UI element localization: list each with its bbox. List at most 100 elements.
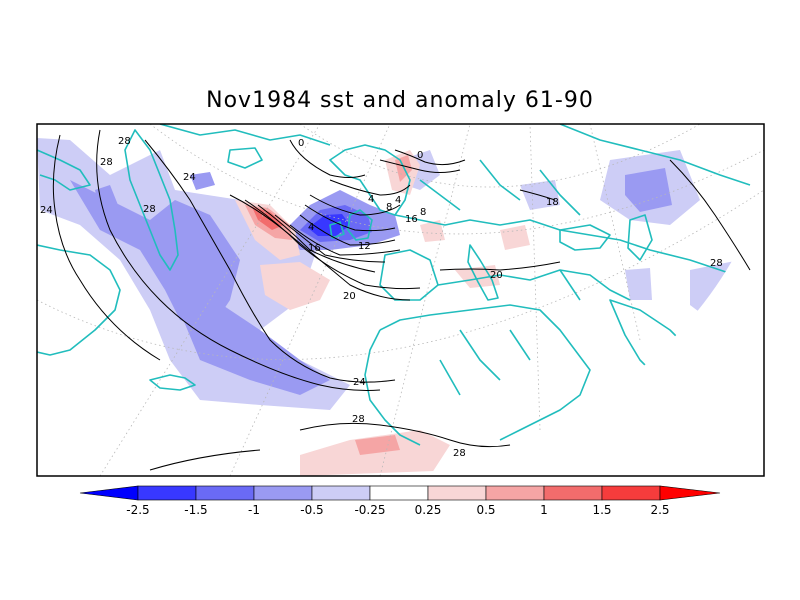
neg-anomaly-region [190, 172, 215, 190]
neg-anomaly-region [175, 300, 330, 395]
contour-label: 4 [308, 222, 314, 233]
contour-line [289, 139, 366, 178]
colorbar-segment [137, 485, 197, 501]
contour-label: 20 [343, 291, 356, 302]
colorbar-tick-label: -2.5 [126, 503, 149, 517]
coastline-canada-islands [37, 149, 91, 191]
colorbar: -2.5 -1.5 -1 -0.5 -0.25 0.25 0.5 1 1.5 2… [79, 485, 721, 517]
colorbar-tick-label: -0.25 [354, 503, 385, 517]
colorbar-tick-label: -1 [248, 503, 260, 517]
contour-line [149, 449, 261, 471]
colorbar-tick-label: -1.5 [184, 503, 207, 517]
contour-label: 4 [368, 194, 374, 205]
contour-label: 8 [386, 202, 392, 213]
coastline-italy [467, 244, 499, 301]
coastline-asia [559, 124, 751, 186]
pos-anomaly-region [355, 435, 400, 455]
contour-label: 24 [40, 205, 53, 216]
contour-line [299, 422, 511, 448]
graticule [37, 124, 764, 476]
contour-line [257, 204, 376, 273]
neg-anomaly-region [308, 214, 350, 236]
contour-label: 28 [118, 136, 131, 147]
coastline-british-isles [347, 209, 373, 241]
plot-frame [36, 123, 765, 477]
contour-line [244, 199, 421, 290]
coastline-borders [419, 159, 581, 396]
contour-label: 28 [352, 414, 365, 425]
contour-line [304, 204, 396, 232]
colorbar-segment [485, 485, 545, 501]
contour-label: 28 [100, 157, 113, 168]
contour-line [309, 194, 401, 216]
colorbar-tick-label: -0.5 [300, 503, 323, 517]
pos-anomaly-region [420, 220, 445, 242]
contour-line [289, 224, 401, 256]
neg-anomaly-region [95, 185, 118, 212]
coastline-scandinavia [329, 144, 411, 216]
contour-line [329, 179, 411, 196]
sst-contours [52, 129, 751, 471]
pos-anomaly-region [500, 225, 530, 250]
colorbar-tick-label: 0.25 [415, 503, 442, 517]
coastline-west-africa [364, 329, 421, 446]
contour-label: 0 [417, 150, 423, 161]
colorbar-segment [195, 485, 255, 501]
contour-line [519, 189, 556, 201]
coastline-caspian [627, 214, 653, 261]
contour-label: 12 [358, 241, 371, 252]
coastline-north-america [37, 244, 121, 356]
colorbar-high-arrow [659, 485, 721, 501]
contour-label: 28 [453, 448, 466, 459]
contour-line [52, 134, 161, 361]
contour-line [144, 139, 396, 383]
coastline-greenland [124, 129, 179, 271]
contour-label: 16 [405, 214, 418, 225]
colorbar-tick-label: 2.5 [650, 503, 669, 517]
pos-anomaly-region [260, 262, 330, 310]
contour-label: 20 [490, 270, 503, 281]
neg-anomaly-region [625, 268, 652, 300]
coastlines [37, 124, 751, 446]
contour-line [229, 194, 411, 301]
colorbar-low-arrow [79, 485, 139, 501]
contour-line [379, 159, 461, 173]
contour-label: 18 [546, 197, 559, 208]
contour-label: 0 [298, 138, 304, 149]
colorbar-tick-label: 1.5 [592, 503, 611, 517]
neg-anomaly-region [625, 168, 672, 212]
coastline-arabia [609, 299, 691, 381]
colorbar-tick-label: 1 [540, 503, 548, 517]
colorbar-segment [253, 485, 313, 501]
contour-line [394, 149, 466, 166]
pos-anomaly-region [455, 265, 500, 288]
contour-label: 24 [183, 172, 196, 183]
coastline-iberia [379, 249, 439, 301]
coastline-iceland [227, 147, 263, 169]
colorbar-tick-label: 0.5 [476, 503, 495, 517]
coastline-caribbean [149, 374, 196, 391]
contour-line [274, 214, 386, 263]
contour-line [669, 159, 751, 271]
contour-label: 28 [143, 204, 156, 215]
map-title: Nov1984 sst and anomaly 61-90 [206, 88, 594, 113]
coastline-mediterranean [437, 269, 631, 301]
colorbar-segment [427, 485, 487, 501]
contour-line [439, 261, 561, 271]
colorbar-segment [601, 485, 661, 501]
contour-label: 4 [395, 195, 401, 206]
colorbar-segment [543, 485, 603, 501]
colorbar-segment [311, 485, 371, 501]
contour-label: 24 [353, 377, 366, 388]
contour-label: 8 [420, 207, 426, 218]
coastline-black-sea [559, 224, 611, 251]
coastline-arctic [159, 124, 331, 146]
coastline-africa [379, 304, 591, 441]
neg-anomaly-region [70, 180, 240, 330]
contour-label: 28 [710, 258, 723, 269]
contour-label: 16 [308, 243, 321, 254]
contour-line [96, 129, 381, 391]
contour-line [299, 214, 396, 246]
colorbar-segment [369, 485, 429, 501]
